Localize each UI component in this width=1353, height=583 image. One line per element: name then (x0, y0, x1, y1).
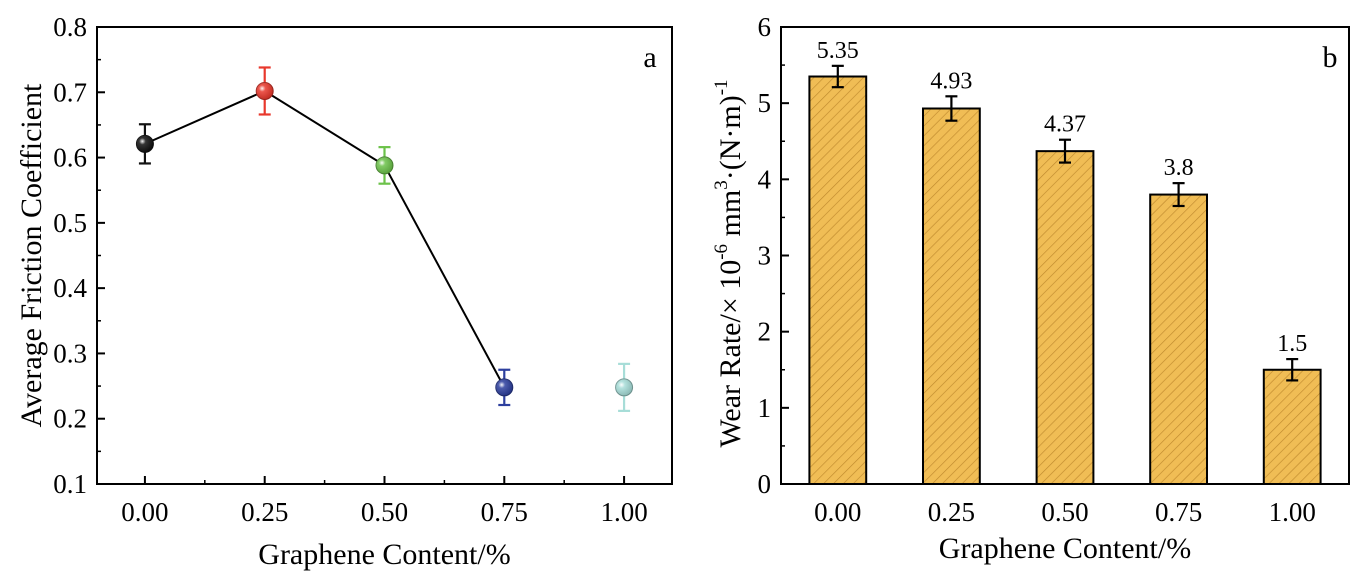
wear-y-title-mid: mm (714, 190, 747, 244)
wear-bar (1035, 150, 1095, 485)
wear-value-label: 5.35 (817, 38, 859, 64)
friction-x-tick-label: 0.00 (121, 497, 168, 527)
friction-marker-shine (136, 135, 154, 153)
panel-label-b: b (1323, 41, 1338, 74)
wear-bar-group: 4.37 (1035, 112, 1095, 485)
wear-x-tick-label: 0.50 (1041, 497, 1088, 527)
wear-plot-frame (780, 26, 1350, 485)
friction-point (615, 362, 634, 412)
friction-x-tick-label: 0.25 (241, 497, 288, 527)
friction-point (375, 146, 394, 185)
friction-y-tick-label: 0.3 (53, 338, 87, 368)
wear-y-tick-label: 1 (758, 393, 772, 423)
wear-y-tick-label: 3 (758, 241, 772, 271)
wear-rate-chart: 0 1 2 3 4 5 6 0.00 0.25 0.50 0.75 1.00 5.35 4.93 4.37… (711, 12, 1350, 565)
panel-label-a: a (643, 41, 656, 74)
wear-y-title-exp3: -1 (711, 79, 732, 95)
wear-y-title-exp1: -6 (711, 244, 732, 260)
wear-y-title-exp2: 3 (711, 180, 732, 190)
wear-value-label: 4.93 (930, 68, 972, 94)
friction-line (144, 89, 506, 388)
friction-y-axis-title: Average Friction Coefficient (15, 83, 48, 427)
wear-bar-group: 3.8 (1149, 155, 1208, 485)
friction-x-tick-label: 1.00 (600, 497, 647, 527)
friction-y-tick-label: 0.7 (53, 77, 87, 107)
wear-x-tick-label: 0.00 (814, 497, 861, 527)
friction-x-axis-title: Graphene Content/% (258, 538, 510, 571)
wear-y-title-tail: ·(N·m) (714, 95, 747, 180)
friction-marker-shine (256, 82, 274, 100)
wear-bar (808, 75, 868, 485)
friction-point (135, 123, 154, 165)
wear-value-label: 1.5 (1277, 331, 1307, 357)
wear-bar-group: 5.35 (808, 38, 868, 485)
friction-plot-frame (96, 26, 673, 485)
friction-y-tick-label: 0.2 (53, 404, 87, 434)
friction-y-tick-label: 0.8 (53, 12, 87, 42)
friction-series (135, 66, 634, 412)
wear-bar-group: 4.93 (922, 68, 981, 486)
friction-point (255, 66, 274, 116)
wear-y-tick-label: 6 (758, 12, 772, 42)
wear-bar (922, 107, 981, 486)
friction-marker-shine (376, 156, 393, 174)
friction-chart: 0.1 0.2 0.3 0.4 0.5 0.6 0.7 0.8 0.00 0.25 0.50 0.75… (15, 12, 673, 571)
wear-y-tick-label: 0 (758, 469, 772, 499)
wear-value-label: 3.8 (1164, 155, 1194, 181)
wear-bar-group: 1.5 (1262, 331, 1322, 485)
friction-x-tick-label: 0.75 (481, 497, 528, 527)
friction-point (495, 368, 514, 407)
wear-x-tick-label: 1.00 (1269, 497, 1316, 527)
wear-y-title-main: Wear Rate/× 10 (714, 260, 747, 448)
wear-x-axis-title: Graphene Content/% (939, 532, 1191, 565)
wear-y-tick-label: 5 (758, 88, 772, 118)
friction-marker-shine (495, 378, 513, 396)
wear-y-axis-title: Wear Rate/× 10-6 mm3·(N·m)-1 (711, 79, 747, 447)
friction-y-tick-label: 0.6 (53, 143, 87, 173)
wear-bar (1262, 368, 1322, 485)
wear-y-tick-label: 4 (758, 164, 772, 194)
friction-y-tick-label: 0.1 (53, 469, 87, 499)
wear-x-tick-label: 0.75 (1155, 497, 1202, 527)
wear-x-tick-label: 0.25 (928, 497, 975, 527)
wear-value-label: 4.37 (1044, 112, 1086, 138)
wear-y-tick-label: 2 (758, 317, 772, 347)
wear-axis-ticks: 0 1 2 3 4 5 6 0.00 0.25 0.50 0.75 1.00 (758, 12, 1316, 527)
wear-bar (1149, 193, 1208, 485)
friction-y-tick-label: 0.5 (53, 208, 87, 238)
wear-series: 5.35 4.93 4.37 3.8 1.5 (808, 38, 1322, 486)
friction-axis-ticks: 0.1 0.2 0.3 0.4 0.5 0.6 0.7 0.8 0.00 0.25 0.50 0.75… (53, 12, 647, 527)
friction-x-tick-label: 0.50 (361, 497, 408, 527)
friction-y-tick-label: 0.4 (53, 273, 87, 303)
friction-marker-shine (615, 378, 633, 396)
